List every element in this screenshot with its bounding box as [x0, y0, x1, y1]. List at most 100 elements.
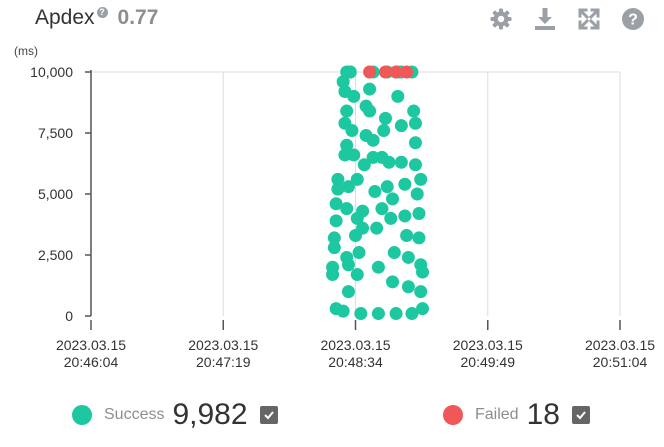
y-unit-label: (ms)	[14, 44, 38, 58]
success-point	[336, 304, 350, 318]
success-point	[377, 124, 391, 138]
success-point	[357, 158, 371, 172]
success-point	[391, 89, 405, 103]
x-tick-label-time: 20:49:49	[461, 354, 516, 370]
legend-item-success: Success 9,982	[72, 398, 278, 432]
y-tick-label: 5,000	[38, 186, 73, 202]
success-point	[329, 197, 343, 211]
apdex-score: 0.77	[117, 6, 159, 29]
success-point	[340, 202, 354, 216]
success-point	[340, 104, 354, 118]
success-point	[331, 182, 345, 196]
success-point	[326, 260, 340, 274]
failed-point	[363, 65, 377, 79]
success-point	[327, 241, 341, 255]
failed-point	[389, 65, 403, 79]
success-point	[410, 187, 424, 201]
legend-count-failed: 18	[526, 398, 560, 431]
failed-point	[400, 65, 414, 79]
chart-title: Apdex	[35, 6, 95, 29]
success-point	[416, 265, 430, 279]
success-point	[347, 89, 361, 103]
legend-marker-failed	[443, 405, 463, 425]
success-point	[356, 204, 370, 218]
success-point	[350, 268, 364, 282]
success-point	[405, 307, 419, 321]
success-point	[363, 104, 377, 118]
success-point	[389, 307, 403, 321]
legend-checkbox-failed[interactable]	[571, 406, 590, 424]
success-point	[341, 285, 355, 299]
success-point	[414, 172, 428, 186]
x-tick-label-date: 2023.03.15	[585, 337, 655, 353]
success-point	[408, 158, 422, 172]
success-point	[414, 285, 428, 299]
x-tick-label-time: 20:47:19	[196, 354, 251, 370]
chart-toolbar: ?	[488, 6, 646, 32]
x-tick-label-time: 20:51:04	[593, 354, 648, 370]
success-point	[382, 155, 396, 169]
success-point	[370, 221, 384, 235]
legend-count-success: 9,982	[172, 398, 248, 431]
success-point	[340, 138, 354, 152]
download-icon[interactable]	[532, 6, 558, 32]
success-point	[371, 307, 385, 321]
success-point	[400, 228, 414, 242]
success-point	[408, 136, 422, 150]
success-point	[363, 82, 377, 96]
y-tick-label: 7,500	[38, 125, 73, 141]
success-point	[408, 116, 422, 130]
success-point	[350, 172, 364, 186]
chart-legend: Success 9,982 Failed 18	[0, 398, 664, 438]
help-icon[interactable]: ?	[620, 6, 646, 32]
success-point	[352, 246, 366, 260]
legend-item-failed: Failed 18	[443, 398, 590, 432]
success-point	[345, 124, 359, 138]
title-help-icon[interactable]: ?	[96, 7, 108, 18]
success-point	[343, 65, 357, 79]
success-point	[407, 104, 421, 118]
success-point	[401, 250, 415, 264]
success-point	[354, 307, 368, 321]
success-point	[416, 302, 430, 316]
success-point	[336, 75, 350, 89]
success-point	[412, 207, 426, 221]
svg-text:?: ?	[628, 12, 638, 29]
success-point	[394, 155, 408, 169]
x-tick-label-date: 2023.03.15	[320, 337, 390, 353]
success-point	[384, 211, 398, 225]
success-point	[327, 231, 341, 245]
x-tick-label-time: 20:46:04	[64, 354, 119, 370]
success-point	[331, 172, 345, 186]
x-tick-label-date: 2023.03.15	[56, 337, 126, 353]
fullscreen-icon[interactable]	[576, 6, 602, 32]
success-point	[378, 111, 392, 125]
success-point	[356, 221, 370, 235]
scatter-chart: (ms)02,5005,0007,50010,0002023.03.1520:4…	[14, 44, 655, 370]
y-tick-label: 2,500	[38, 247, 73, 263]
y-tick-label: 10,000	[30, 64, 73, 80]
success-point	[341, 180, 355, 194]
success-point	[387, 246, 401, 260]
success-point	[366, 133, 380, 147]
success-point	[401, 280, 415, 294]
legend-label-failed: Failed	[475, 406, 519, 423]
legend-checkbox-success[interactable]	[259, 406, 278, 424]
success-point	[398, 209, 412, 223]
success-point	[368, 185, 382, 199]
failed-point	[378, 65, 392, 79]
success-point	[341, 258, 355, 272]
success-point	[412, 231, 426, 245]
success-point	[371, 260, 385, 274]
success-point	[329, 214, 343, 228]
y-tick-label: 0	[65, 308, 73, 324]
success-point	[386, 275, 400, 289]
success-point	[398, 177, 412, 191]
gear-icon[interactable]	[488, 6, 514, 32]
chart-header: Apdex ? 0.77	[35, 6, 158, 36]
x-tick-label-date: 2023.03.15	[453, 337, 523, 353]
success-point	[394, 119, 408, 133]
x-tick-label-time: 20:48:34	[328, 354, 383, 370]
success-point	[386, 192, 400, 206]
success-point	[380, 180, 394, 194]
